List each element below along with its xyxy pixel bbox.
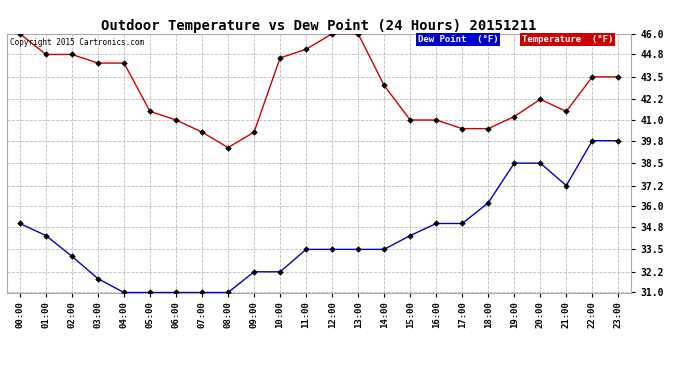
Text: Dew Point  (°F): Dew Point (°F)	[417, 35, 498, 44]
Title: Outdoor Temperature vs Dew Point (24 Hours) 20151211: Outdoor Temperature vs Dew Point (24 Hou…	[101, 18, 537, 33]
Text: Copyright 2015 Cartronics.com: Copyright 2015 Cartronics.com	[10, 38, 144, 46]
Text: Temperature  (°F): Temperature (°F)	[522, 35, 613, 44]
